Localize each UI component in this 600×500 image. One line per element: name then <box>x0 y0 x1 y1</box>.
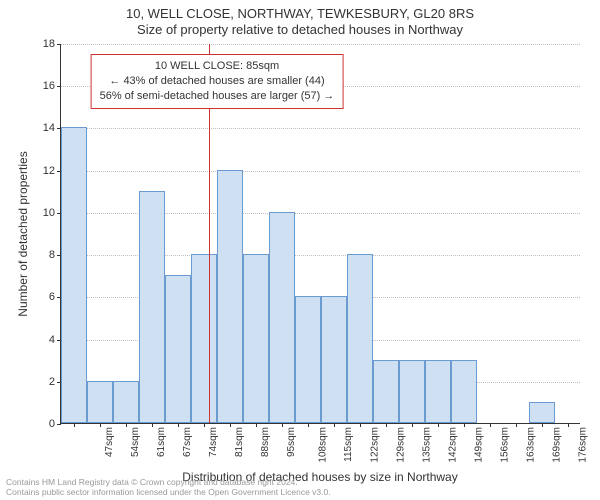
histogram-bar <box>87 381 113 423</box>
y-axis-label: Number of detached properties <box>16 151 30 316</box>
histogram-bar <box>295 296 321 423</box>
ytick-mark <box>57 44 61 45</box>
callout-line-2: ← 43% of detached houses are smaller (44… <box>100 74 335 89</box>
xtick-label: 108sqm <box>318 427 329 463</box>
histogram-bar <box>399 360 425 423</box>
ytick-mark <box>57 424 61 425</box>
xtick-mark <box>126 423 127 427</box>
histogram-bar <box>269 212 295 423</box>
xtick-mark <box>334 423 335 427</box>
histogram-bar <box>321 296 347 423</box>
xtick-mark <box>516 423 517 427</box>
xtick-label: 129sqm <box>396 427 407 463</box>
xtick-mark <box>74 423 75 427</box>
xtick-mark <box>490 423 491 427</box>
histogram-bar <box>217 170 243 423</box>
xtick-label: 142sqm <box>448 427 459 463</box>
histogram-bar <box>139 191 165 423</box>
xtick-label: 176sqm <box>578 427 589 463</box>
xtick-label: 122sqm <box>370 427 381 463</box>
xtick-label: 81sqm <box>234 427 245 457</box>
xtick-label: 74sqm <box>208 427 219 457</box>
ytick-label: 0 <box>49 418 55 430</box>
ytick-label: 14 <box>43 122 55 134</box>
histogram-bar <box>451 360 477 423</box>
histogram-bar <box>347 254 373 423</box>
xtick-label: 156sqm <box>500 427 511 463</box>
xtick-mark <box>308 423 309 427</box>
xtick-mark <box>386 423 387 427</box>
gridline <box>61 171 580 172</box>
histogram-bar <box>61 127 87 423</box>
histogram-bar <box>165 275 191 423</box>
xtick-label: 149sqm <box>474 427 485 463</box>
attribution-line-2: Contains public sector information licen… <box>6 488 331 498</box>
xtick-label: 135sqm <box>422 427 433 463</box>
xtick-label: 88sqm <box>260 427 271 457</box>
xtick-label: 61sqm <box>156 427 167 457</box>
xtick-label: 54sqm <box>130 427 141 457</box>
histogram-bar <box>243 254 269 423</box>
xtick-mark <box>100 423 101 427</box>
chart-title-sub: Size of property relative to detached ho… <box>0 22 600 37</box>
chart-container: 10, WELL CLOSE, NORTHWAY, TEWKESBURY, GL… <box>0 0 600 500</box>
xtick-label: 47sqm <box>104 427 115 457</box>
xtick-mark <box>464 423 465 427</box>
ytick-label: 4 <box>49 334 55 346</box>
ytick-label: 8 <box>49 249 55 261</box>
histogram-bar <box>113 381 139 423</box>
ytick-label: 16 <box>43 80 55 92</box>
ytick-mark <box>57 86 61 87</box>
plot-area: 02468101214161847sqm54sqm61sqm67sqm74sqm… <box>60 44 580 424</box>
xtick-mark <box>204 423 205 427</box>
xtick-mark <box>412 423 413 427</box>
histogram-bar <box>529 402 555 423</box>
attribution-footer: Contains HM Land Registry data © Crown c… <box>6 478 331 498</box>
histogram-bar <box>425 360 451 423</box>
callout-box: 10 WELL CLOSE: 85sqm← 43% of detached ho… <box>91 54 344 109</box>
xtick-mark <box>230 423 231 427</box>
xtick-mark <box>256 423 257 427</box>
ytick-label: 18 <box>43 38 55 50</box>
ytick-label: 10 <box>43 207 55 219</box>
xtick-mark <box>438 423 439 427</box>
ytick-label: 12 <box>43 165 55 177</box>
xtick-mark <box>152 423 153 427</box>
xtick-mark <box>542 423 543 427</box>
xtick-label: 115sqm <box>343 427 354 462</box>
xtick-label: 95sqm <box>286 427 297 457</box>
xtick-mark <box>282 423 283 427</box>
gridline <box>61 44 580 45</box>
ytick-label: 6 <box>49 291 55 303</box>
xtick-mark <box>360 423 361 427</box>
gridline <box>61 128 580 129</box>
xtick-mark <box>178 423 179 427</box>
histogram-bar <box>373 360 399 423</box>
xtick-label: 163sqm <box>526 427 537 463</box>
ytick-label: 2 <box>49 376 55 388</box>
chart-title-main: 10, WELL CLOSE, NORTHWAY, TEWKESBURY, GL… <box>0 6 600 21</box>
callout-line-3: 56% of semi-detached houses are larger (… <box>100 89 335 104</box>
histogram-bar <box>191 254 217 423</box>
xtick-label: 67sqm <box>182 427 193 457</box>
xtick-mark <box>568 423 569 427</box>
xtick-label: 169sqm <box>552 427 563 463</box>
callout-line-1: 10 WELL CLOSE: 85sqm <box>100 59 335 74</box>
